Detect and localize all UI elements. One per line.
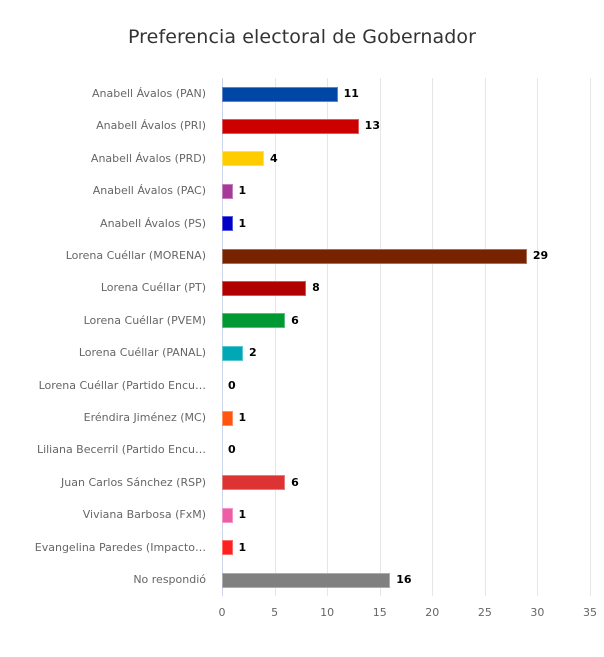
bar[interactable] [222,280,307,296]
bar[interactable] [222,540,233,556]
chart-title: Preferencia electoral de Gobernador [127,26,477,48]
gridline [537,78,539,596]
gridline [590,78,591,596]
bar[interactable] [222,183,233,199]
data-label: 1 [238,184,247,198]
bar[interactable] [222,507,233,523]
bar[interactable] [222,475,286,491]
category-label: Juan Carlos Sánchez (RSP) [61,475,206,489]
data-label: 11 [343,87,359,100]
category-label: Anabell Ávalos (PAC) [92,184,206,198]
data-label: 0 [228,378,236,392]
bar[interactable] [222,313,286,329]
bar[interactable] [222,572,391,588]
bar[interactable] [222,151,265,167]
gridline [432,78,434,596]
category-label: Liliana Becerril (Partido Encu… [36,443,206,457]
category-label: Lorena Cuéllar (Partido Encu… [38,378,206,392]
x-tick-label: 15 [372,606,387,619]
category-label: Anabell Ávalos (PS) [100,216,206,230]
category-label: Anabell Ávalos (PRI) [96,119,206,133]
category-label: No respondió [133,573,206,586]
data-label: 0 [228,443,236,457]
category-label: Lorena Cuéllar (PVEM) [83,313,206,327]
x-tick-label: 25 [477,606,492,619]
bar[interactable] [222,345,244,361]
data-label: 1 [238,540,247,554]
gridline [327,78,329,596]
data-label: 1 [238,216,247,230]
x-tick-label: 20 [425,606,440,619]
data-label: 2 [249,346,257,360]
bar[interactable] [222,248,527,264]
gridline [379,78,381,596]
x-tick-label: 0 [218,606,226,619]
x-tick-label: 5 [271,606,279,619]
bar[interactable] [222,410,233,426]
x-axis-line [222,78,223,596]
bar[interactable] [222,118,359,134]
gridline [274,78,276,596]
x-tick-label: 30 [530,606,545,619]
bar[interactable] [222,86,338,102]
x-tick-label: 10 [320,606,335,619]
category-label: Lorena Cuéllar (PANAL) [78,346,206,360]
category-label: Lorena Cuéllar (PT) [100,281,206,295]
data-label: 1 [238,508,247,522]
category-label: Evangelina Paredes (Impacto… [34,540,206,554]
data-label: 8 [312,281,320,295]
bar[interactable] [222,216,233,232]
category-label: Lorena Cuéllar (MORENA) [65,249,206,262]
gridline [484,78,486,596]
data-label: 4 [270,151,278,165]
category-label: Anabell Ávalos (PRD) [90,151,206,165]
plot-area: 11 13 4 1 1 29 8 6 2 0 1 0 6 1 1 16 [222,78,592,596]
x-tick-label: 35 [583,606,597,619]
data-label: 13 [364,119,380,133]
data-label: 29 [532,249,549,262]
data-label: 16 [396,573,412,586]
data-label: 1 [238,411,247,424]
category-label: Viviana Barbosa (FxM) [82,508,206,522]
category-label: Eréndira Jiménez (MC) [83,411,206,424]
data-label: 6 [291,313,299,327]
category-label: Anabell Ávalos (PAN) [91,87,206,100]
data-label: 6 [291,475,299,489]
